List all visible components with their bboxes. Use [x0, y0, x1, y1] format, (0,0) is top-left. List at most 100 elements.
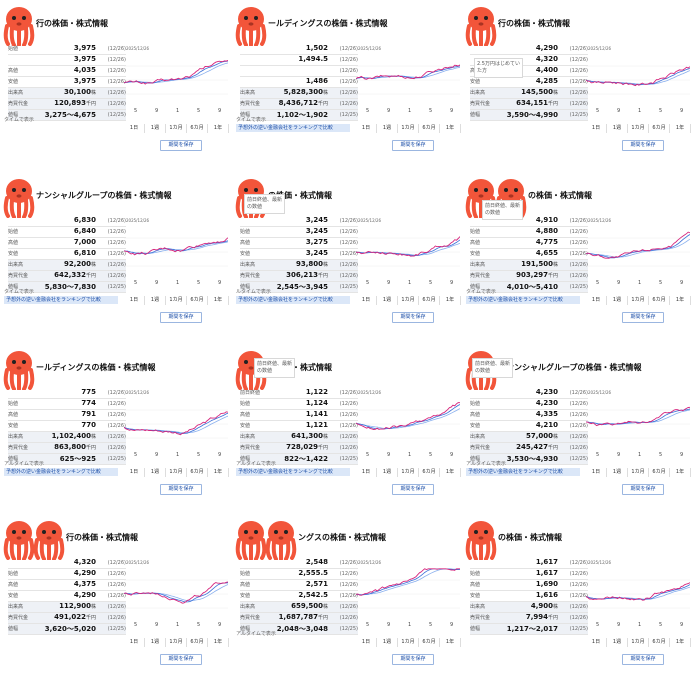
period-tab[interactable]: 1日 — [124, 638, 145, 647]
period-tab[interactable]: 6カ月 — [187, 468, 208, 477]
period-tab[interactable]: 1年 — [670, 468, 691, 477]
period-tab[interactable]: 1日 — [586, 468, 607, 477]
period-tab[interactable]: 1カ月 — [166, 296, 187, 305]
period-tab[interactable]: 1カ月 — [398, 468, 419, 477]
period-tab[interactable]: 1日 — [124, 468, 145, 477]
period-tab[interactable]: 6カ月 — [419, 296, 440, 305]
ranking-banner[interactable]: 予想外の逆い金融会社をランキングで比較 — [236, 468, 350, 476]
period-tab[interactable]: 1日 — [586, 124, 607, 133]
period-tab[interactable]: 1週 — [607, 124, 628, 133]
period-tab[interactable]: 6カ月 — [649, 124, 670, 133]
period-tab[interactable]: 1年 — [208, 296, 229, 305]
save-period-button[interactable]: 期間を保存 — [160, 654, 202, 665]
period-tab[interactable]: 1日 — [356, 468, 377, 477]
save-period-button[interactable]: 期間を保存 — [160, 140, 202, 151]
period-tab[interactable]: 1日 — [586, 638, 607, 647]
ranking-banner[interactable]: 予想外の逆い金融会社をランキングで比較 — [4, 468, 118, 476]
period-tab[interactable]: 1カ月 — [166, 124, 187, 133]
realtime-link[interactable]: アルタイムで表示 — [236, 631, 276, 637]
row-label: 始値 — [240, 401, 251, 407]
row-value: 2,548 — [306, 558, 328, 566]
period-tab[interactable]: 1週 — [607, 638, 628, 647]
period-tab[interactable]: 1カ月 — [398, 124, 419, 133]
period-tab[interactable]: 1週 — [377, 296, 398, 305]
period-tab[interactable]: 1年 — [670, 638, 691, 647]
period-tab[interactable]: 1週 — [607, 296, 628, 305]
save-period-button[interactable]: 期間を保存 — [622, 312, 664, 323]
row-date: (12/25) — [339, 626, 358, 632]
period-tab[interactable]: 1週 — [145, 296, 166, 305]
row-value-text: 4,290 — [73, 591, 96, 599]
realtime-link[interactable]: アルタイムで表示 — [4, 461, 44, 467]
row-label: 安値 — [470, 251, 481, 257]
period-tab[interactable]: 6カ月 — [187, 638, 208, 647]
row-value: 4,285 — [536, 77, 558, 85]
save-period-button[interactable]: 期間を保存 — [622, 140, 664, 151]
period-tab[interactable]: 1週 — [377, 638, 398, 647]
period-tab[interactable]: 1年 — [440, 638, 461, 647]
realtime-link[interactable]: アルタイムで表示 — [236, 461, 276, 467]
period-tab[interactable]: 6カ月 — [649, 296, 670, 305]
realtime-link[interactable]: タイムで表示 — [4, 289, 34, 295]
realtime-link[interactable]: タイムで表示 — [236, 117, 266, 123]
period-tab[interactable]: 1週 — [377, 124, 398, 133]
save-period-button[interactable]: 期間を保存 — [392, 140, 434, 151]
period-tab[interactable]: 1週 — [145, 124, 166, 133]
save-period-button[interactable]: 期間を保存 — [622, 654, 664, 665]
period-tab[interactable]: 1カ月 — [628, 124, 649, 133]
period-tab[interactable]: 1週 — [145, 468, 166, 477]
period-tab[interactable]: 1年 — [440, 296, 461, 305]
period-tab[interactable]: 6カ月 — [187, 296, 208, 305]
period-tab[interactable]: 1週 — [377, 468, 398, 477]
realtime-link[interactable]: タイムで表示 — [466, 289, 496, 295]
ranking-banner[interactable]: 予想外の逆い金融会社をランキングで比較 — [466, 296, 580, 304]
period-tab[interactable]: 1カ月 — [166, 638, 187, 647]
period-tab[interactable]: 6カ月 — [419, 124, 440, 133]
tick-label: 9 — [155, 280, 159, 286]
period-tab[interactable]: 1カ月 — [398, 296, 419, 305]
period-tab[interactable]: 6カ月 — [649, 468, 670, 477]
ranking-banner[interactable]: 予想外の逆い金融会社をランキングで比較 — [4, 296, 118, 304]
period-tab[interactable]: 1日 — [356, 638, 377, 647]
save-period-button[interactable]: 期間を保存 — [392, 484, 434, 495]
period-tab[interactable]: 1年 — [670, 124, 691, 133]
period-tab[interactable]: 1年 — [440, 124, 461, 133]
period-tab[interactable]: 1週 — [145, 638, 166, 647]
period-tab[interactable]: 1カ月 — [628, 468, 649, 477]
ranking-banner[interactable]: 予想外の逆い金融会社をランキングで比較 — [236, 124, 350, 132]
realtime-link[interactable]: アルタイムで表示 — [466, 461, 506, 467]
save-period-button[interactable]: 期間を保存 — [622, 484, 664, 495]
period-tab[interactable]: 1日 — [356, 124, 377, 133]
period-tab[interactable]: 6カ月 — [419, 638, 440, 647]
period-tab[interactable]: 1年 — [440, 468, 461, 477]
period-tab[interactable]: 1週 — [607, 468, 628, 477]
period-tab[interactable]: 1カ月 — [166, 468, 187, 477]
period-tab[interactable]: 6カ月 — [419, 468, 440, 477]
period-tab[interactable]: 6カ月 — [187, 124, 208, 133]
ranking-banner[interactable]: 予想外の逆い金融会社をランキングで比較 — [236, 296, 350, 304]
period-tab[interactable]: 6カ月 — [649, 638, 670, 647]
period-tab[interactable]: 1日 — [124, 124, 145, 133]
row-date: (12/26) — [569, 582, 588, 588]
period-tab[interactable]: 1カ月 — [398, 638, 419, 647]
period-tab[interactable]: 1カ月 — [628, 638, 649, 647]
period-tab[interactable]: 1年 — [208, 468, 229, 477]
save-period-button[interactable]: 期間を保存 — [160, 312, 202, 323]
save-period-button[interactable]: 期間を保存 — [160, 484, 202, 495]
period-tab[interactable]: 1年 — [208, 638, 229, 647]
row-value: 5,830〜7,830 — [45, 282, 96, 292]
realtime-link[interactable]: タイムで表示 — [4, 117, 34, 123]
period-tab[interactable]: 1日 — [356, 296, 377, 305]
period-tab[interactable]: 1年 — [208, 124, 229, 133]
save-period-button[interactable]: 期間を保存 — [392, 654, 434, 665]
period-tab[interactable]: 1カ月 — [628, 296, 649, 305]
period-tab[interactable]: 1年 — [670, 296, 691, 305]
row-value-text: 5,828,300 — [283, 88, 323, 96]
table-row: 高値 2,571 (12/26) — [240, 580, 358, 591]
period-tab[interactable]: 1日 — [124, 296, 145, 305]
realtime-link[interactable]: ルタイムで表示 — [236, 289, 271, 295]
period-tab[interactable]: 1日 — [586, 296, 607, 305]
save-period-button[interactable]: 期間を保存 — [392, 312, 434, 323]
ranking-banner[interactable]: 予想外の逆い金融会社をランキングで比較 — [466, 468, 580, 476]
table-row: 売買代金 306,213千円 (12/26) — [240, 271, 358, 282]
